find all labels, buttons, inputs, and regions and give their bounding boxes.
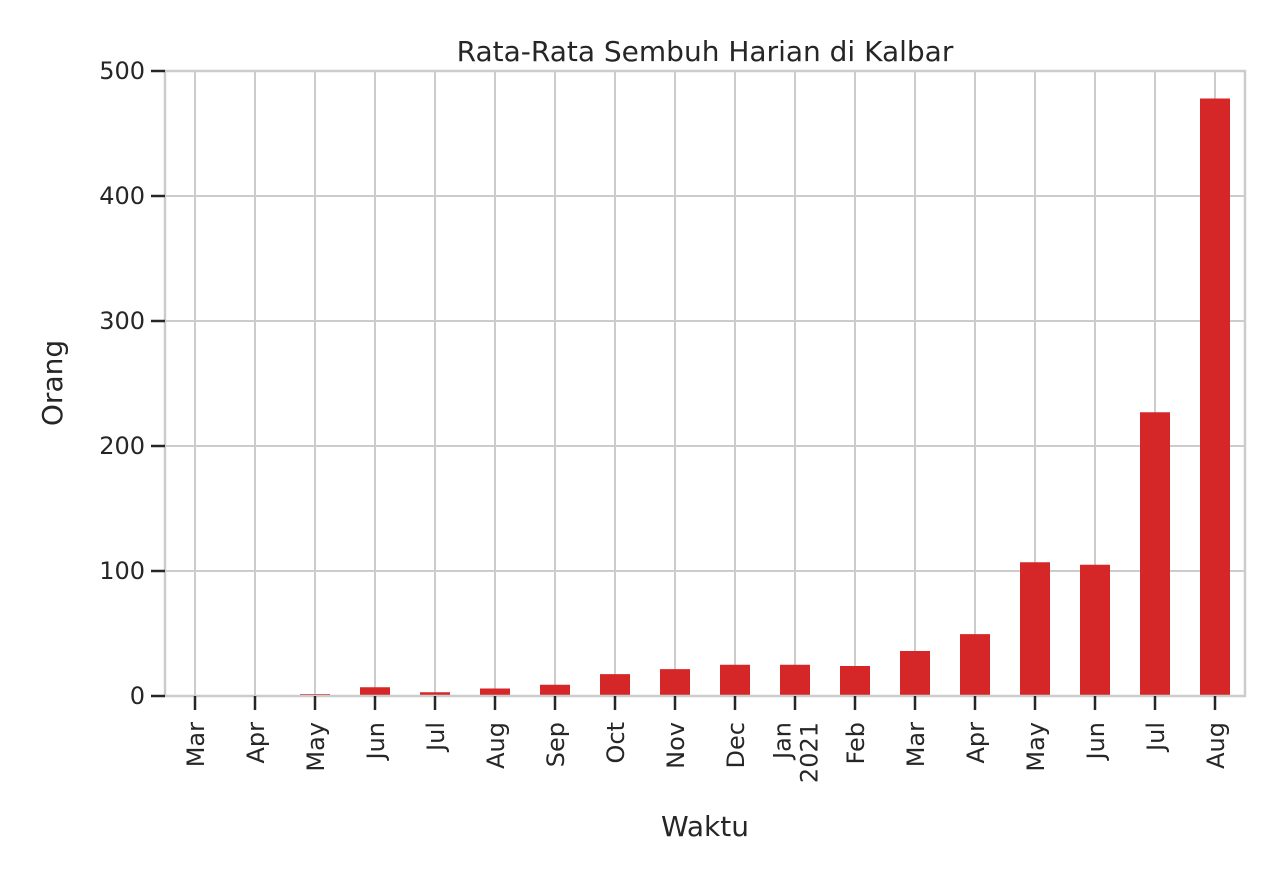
x-tick-label-line: May	[1022, 722, 1050, 772]
x-tick-label: Aug	[482, 722, 510, 769]
x-tick-label: May	[302, 722, 330, 772]
x-axis: Mar Apr May Jun Jul Aug Sep Oct Nov Dec Jan2021 Feb…	[182, 696, 1230, 783]
y-tick-label: 400	[99, 182, 145, 210]
bar	[540, 684, 570, 696]
y-tick-label: 0	[130, 682, 145, 710]
x-tick-label-line: Apr	[962, 722, 990, 764]
x-tick-label: Jul	[1142, 722, 1170, 753]
bar	[900, 651, 930, 696]
x-tick-label: Mar	[902, 722, 930, 767]
bar	[420, 692, 450, 696]
bar	[360, 687, 390, 696]
x-tick-label-line: Jan	[769, 722, 797, 761]
x-tick-label-line: Jun	[1082, 722, 1110, 762]
bars	[180, 98, 1230, 696]
y-tick-label: 100	[99, 557, 145, 585]
bar	[780, 664, 810, 696]
bar	[660, 669, 690, 696]
x-tick-label-line: Apr	[242, 722, 270, 764]
x-tick-label-line: Feb	[842, 722, 870, 765]
y-axis: 0 100 200 300 400 500	[99, 57, 165, 710]
x-tick-label: Apr	[962, 722, 990, 764]
x-tick-label-line: Jul	[1142, 722, 1170, 753]
y-axis-label: Orang	[36, 340, 69, 426]
x-tick-label-line: Mar	[902, 722, 930, 767]
x-tick-label: Dec	[722, 722, 750, 768]
bar	[1080, 564, 1110, 696]
bar	[1020, 562, 1050, 696]
y-tick-label: 300	[99, 307, 145, 335]
x-tick-label: Feb	[842, 722, 870, 765]
x-axis-label: Waktu	[661, 810, 749, 843]
x-tick-label-line: Mar	[182, 722, 210, 767]
bar	[1140, 412, 1170, 696]
x-tick-label: Jun	[362, 722, 390, 762]
x-tick-label-line: Aug	[482, 722, 510, 769]
x-tick-label-line: May	[302, 722, 330, 772]
x-tick-label: Oct	[602, 722, 630, 764]
x-tick-label-line: Nov	[662, 722, 690, 769]
plot-frame	[163, 69, 1247, 698]
x-tick-label-line: Oct	[602, 722, 630, 764]
x-tick-label: Nov	[662, 722, 690, 769]
bar	[720, 664, 750, 696]
x-tick-label: May	[1022, 722, 1050, 772]
x-tick-label-line: Aug	[1202, 722, 1230, 769]
bar	[600, 674, 630, 696]
bar	[960, 634, 990, 696]
bar	[1200, 98, 1230, 696]
x-tick-label-line: Jun	[362, 722, 390, 762]
x-tick-label: Aug	[1202, 722, 1230, 769]
y-tick-label: 500	[99, 57, 145, 85]
x-tick-label: Jan2021	[769, 722, 824, 783]
x-tick-label: Mar	[182, 722, 210, 767]
x-tick-label: Jun	[1082, 722, 1110, 762]
x-tick-label: Sep	[542, 722, 570, 767]
y-tick-label: 200	[99, 432, 145, 460]
x-tick-label: Jul	[422, 722, 450, 753]
x-tick-label-line: Sep	[542, 722, 570, 767]
bar	[840, 666, 870, 696]
x-tick-label-line: Dec	[722, 722, 750, 768]
x-tick-label-line: 2021	[796, 722, 824, 783]
x-tick-label: Apr	[242, 722, 270, 764]
bar	[480, 688, 510, 696]
chart-title: Rata-Rata Sembuh Harian di Kalbar	[457, 35, 954, 68]
x-tick-label-line: Jul	[422, 722, 450, 753]
